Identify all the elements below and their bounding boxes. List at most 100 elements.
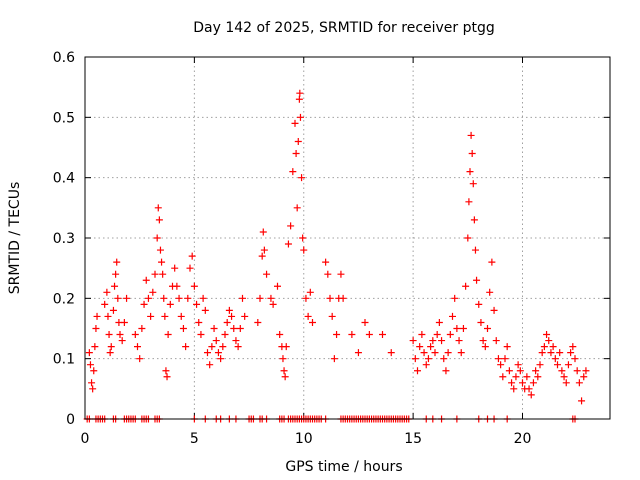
- data-point: [120, 318, 128, 326]
- y-axis-label: SRMTID / TECUs: [7, 182, 23, 295]
- data-point: [361, 318, 369, 326]
- data-point: [256, 294, 264, 302]
- data-point: [492, 337, 500, 345]
- data-point: [131, 331, 139, 339]
- data-point: [230, 325, 238, 332]
- data-point: [92, 325, 100, 332]
- data-point: [88, 379, 96, 387]
- data-point: [422, 361, 430, 369]
- data-point: [136, 355, 144, 363]
- x-axis-label: GPS time / hours: [285, 459, 402, 475]
- data-point: [241, 312, 249, 320]
- data-point: [465, 198, 473, 206]
- data-point: [486, 288, 494, 296]
- data-point: [475, 300, 483, 308]
- data-point: [499, 373, 507, 381]
- data-point: [160, 294, 168, 302]
- data-point: [442, 367, 450, 375]
- data-point: [505, 367, 513, 375]
- data-point: [105, 331, 113, 339]
- data-point: [296, 89, 304, 97]
- data-point: [527, 391, 535, 399]
- data-point: [333, 331, 341, 339]
- data-point: [562, 379, 570, 387]
- data-point: [309, 318, 316, 326]
- data-point: [326, 294, 334, 302]
- data-point: [558, 367, 566, 375]
- data-point: [104, 312, 112, 320]
- data-point: [427, 343, 435, 351]
- data-point: [431, 349, 439, 357]
- data-point: [291, 119, 299, 127]
- data-point: [387, 349, 395, 357]
- data-point: [204, 349, 211, 357]
- data-point: [274, 282, 281, 290]
- data-point: [532, 367, 540, 375]
- data-point: [433, 331, 441, 339]
- data-point: [199, 294, 207, 302]
- y-tick-label: 0.3: [53, 231, 75, 247]
- data-point: [516, 367, 524, 375]
- data-point: [580, 373, 588, 381]
- data-point: [379, 331, 386, 339]
- data-point: [449, 312, 456, 320]
- data-point: [236, 325, 244, 332]
- plot-frame: [84, 56, 611, 420]
- data-point: [339, 294, 347, 302]
- data-point: [154, 204, 162, 212]
- x-tick-label: 0: [81, 431, 90, 447]
- data-point: [223, 318, 231, 326]
- data-point: [85, 349, 93, 357]
- data-point: [260, 246, 268, 254]
- data-point: [471, 246, 479, 254]
- data-point: [534, 373, 542, 381]
- y-tick-label: 0.6: [53, 50, 75, 66]
- data-point: [523, 373, 531, 381]
- data-point: [451, 294, 459, 302]
- data-point: [466, 168, 474, 176]
- data-point: [91, 343, 99, 351]
- data-point: [225, 306, 233, 314]
- data-point: [186, 264, 194, 272]
- data-point: [525, 385, 533, 393]
- data-point: [164, 331, 172, 339]
- data-point: [228, 312, 236, 320]
- y-tick-label: 0.4: [53, 171, 75, 187]
- data-point: [106, 349, 114, 357]
- data-point: [540, 343, 548, 351]
- data-point: [282, 343, 290, 351]
- data-point: [173, 282, 181, 290]
- data-point: [418, 331, 426, 339]
- y-tick-label: 0.2: [53, 291, 75, 307]
- data-point: [175, 294, 183, 302]
- y-tick-label: 0.5: [53, 110, 75, 126]
- data-point: [438, 337, 446, 345]
- data-point: [111, 282, 119, 290]
- data-point: [564, 361, 572, 369]
- data-point: [420, 349, 428, 357]
- data-point: [354, 349, 362, 357]
- data-point: [103, 288, 111, 296]
- data-point: [328, 312, 336, 320]
- data-point: [208, 343, 216, 351]
- data-point: [464, 234, 472, 242]
- data-point: [298, 174, 306, 182]
- data-point: [424, 355, 432, 363]
- data-point: [440, 355, 448, 363]
- data-point: [510, 385, 518, 393]
- data-point: [556, 349, 564, 357]
- data-point: [479, 337, 487, 345]
- data-point: [512, 373, 520, 381]
- data-point: [306, 288, 314, 296]
- data-point: [212, 337, 220, 345]
- y-tick-label: 0.1: [53, 352, 75, 368]
- data-point: [166, 300, 174, 308]
- data-point: [210, 325, 218, 332]
- data-point: [503, 343, 511, 351]
- data-point: [365, 331, 373, 339]
- data-point: [411, 355, 419, 363]
- data-point: [292, 150, 300, 158]
- data-point: [501, 355, 509, 363]
- data-point: [221, 331, 229, 339]
